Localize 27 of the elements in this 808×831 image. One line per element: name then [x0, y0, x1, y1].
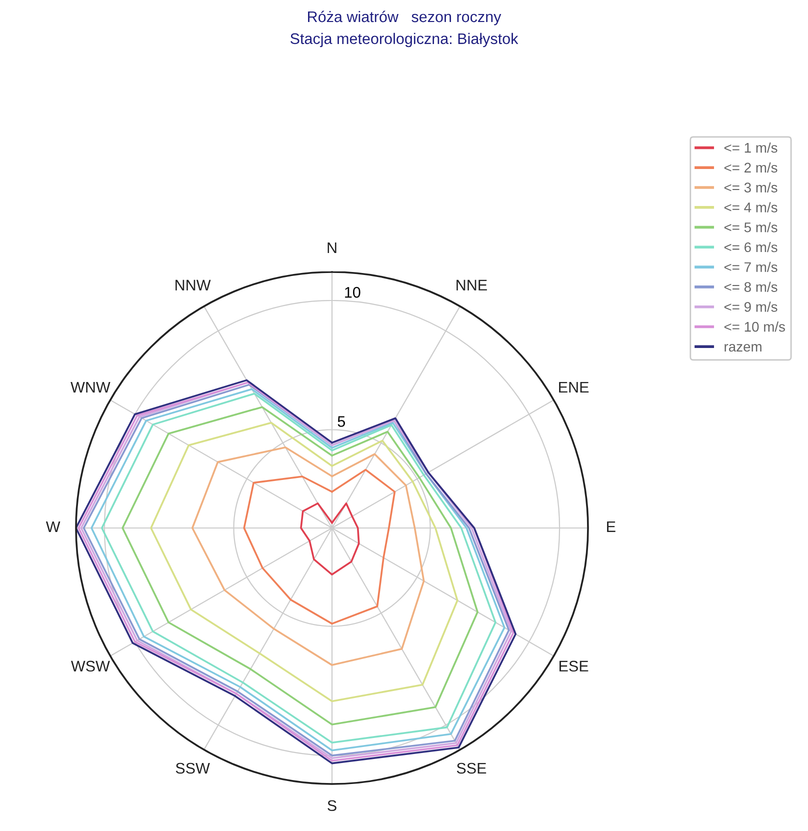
legend-label: <= 5 m/s: [724, 222, 778, 232]
legend-label: razem: [724, 344, 762, 352]
spoke-label: W: [46, 521, 60, 532]
spoke-label: ENE: [559, 382, 589, 392]
legend-label: <= 8 m/s: [724, 282, 778, 292]
legend-label: <= 10 m/s: [724, 322, 785, 332]
spoke-label: WSW: [71, 660, 110, 672]
y-tick-label: 5: [338, 416, 345, 427]
y-tick-label: 10: [345, 286, 360, 298]
spoke-label: SSE: [456, 762, 486, 774]
spoke-label: WNW: [70, 382, 110, 392]
spoke-label: ESE: [560, 660, 588, 672]
spoke-label: E: [607, 521, 616, 532]
legend-label: <= 1 m/s: [724, 142, 778, 153]
spoke-label: S: [328, 800, 336, 812]
legend-label: <= 7 m/s: [724, 262, 778, 272]
legend-label: <= 6 m/s: [724, 242, 778, 252]
legend-label: <= 9 m/s: [724, 302, 778, 312]
legend-label: <= 2 m/s: [724, 162, 778, 173]
spoke-label: N: [328, 242, 336, 254]
chart-title: Róża wiatrów sezon roczny: [308, 10, 502, 26]
spoke-label: SSW: [176, 762, 210, 774]
legend-label: <= 4 m/s: [724, 202, 778, 212]
spoke-label: NNE: [456, 280, 487, 290]
chart-subtitle: Stacja meteorologiczna: Białystok: [290, 32, 518, 48]
spoke-label: NNW: [176, 280, 211, 290]
legend-label: <= 3 m/s: [724, 182, 778, 192]
